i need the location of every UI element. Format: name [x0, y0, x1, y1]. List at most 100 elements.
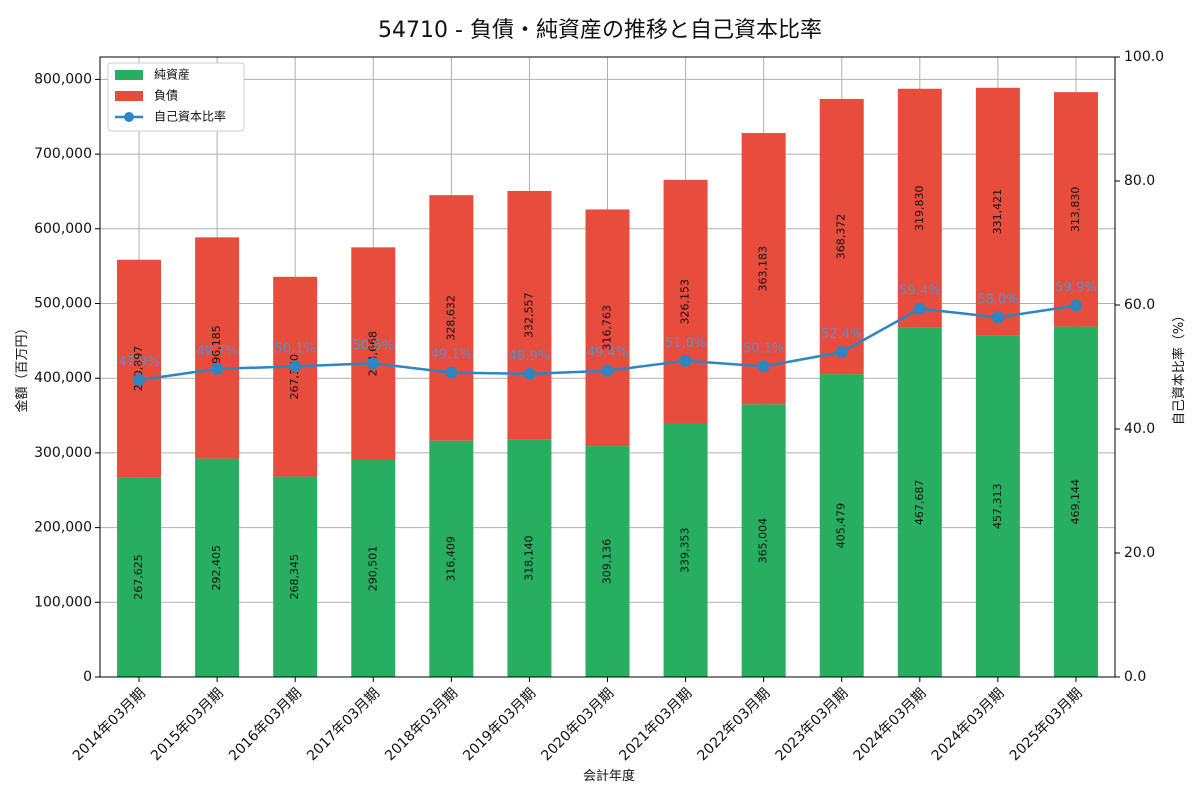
ratio-point: [835, 346, 848, 359]
legend-swatch-equity: [115, 70, 143, 80]
y-tick-label: 600,000: [34, 221, 92, 237]
bar-equity: [897, 327, 942, 677]
bar-liabilities: [663, 179, 708, 424]
bar-liabilities: [507, 190, 552, 440]
y2-tick-label: 60.0: [1124, 297, 1155, 313]
y-tick-label: 200,000: [34, 520, 92, 536]
equity-value-label: 365,004: [757, 518, 770, 564]
ratio-value-label: 47.9%: [118, 355, 159, 370]
equity-value-label: 316,409: [444, 536, 457, 582]
legend-swatch-liabilities: [115, 91, 143, 101]
ratio-point: [757, 360, 770, 373]
ratio-point: [679, 354, 692, 367]
ratio-point: [445, 366, 458, 379]
ratio-value-label: 59.9%: [1055, 281, 1096, 296]
ratio-value-label: 59.4%: [899, 284, 940, 299]
x-tick-label: 2020年03月期: [538, 685, 617, 764]
equity-value-label: 339,353: [679, 528, 692, 574]
legend-label-equity: 純資産: [154, 67, 190, 82]
bar-liabilities: [351, 247, 396, 460]
bar-equity: [195, 458, 240, 677]
bar-equity: [507, 439, 552, 677]
x-tick-label: 2023年03月期: [773, 685, 852, 764]
bar-equity: [975, 335, 1020, 677]
x-tick-label: 2024年03月期: [851, 685, 930, 764]
bar-equity: [273, 476, 318, 677]
y2-tick-label: 40.0: [1124, 421, 1155, 437]
equity-value-label: 405,479: [835, 503, 848, 549]
legend-label-ratio: 自己資本比率: [154, 109, 226, 124]
legend-label-liabilities: 負債: [154, 88, 178, 103]
ratio-point: [523, 367, 536, 380]
liabilities-value-label: 316,763: [601, 305, 614, 351]
ratio-value-label: 49.4%: [587, 346, 628, 361]
ratio-value-label: 50.6%: [353, 338, 394, 353]
bar-liabilities: [195, 237, 240, 459]
y2-tick-label: 0.0: [1124, 669, 1146, 685]
ratio-value-label: 49.1%: [431, 348, 472, 363]
legend-swatch-ratio-marker: [124, 112, 134, 122]
chart-title: 54710 - 負債・純資産の推移と自己資本比率: [378, 18, 822, 43]
equity-value-label: 457,313: [991, 483, 1004, 529]
liabilities-value-label: 313,830: [1069, 187, 1082, 233]
x-tick-label: 2014年03月期: [70, 685, 149, 764]
ratio-value-label: 48.9%: [509, 349, 550, 364]
y2-tick-label: 80.0: [1124, 173, 1155, 189]
ratio-point: [133, 374, 146, 387]
y2-tick-label: 100.0: [1124, 49, 1164, 65]
y-tick-label: 800,000: [34, 71, 92, 87]
equity-value-label: 292,405: [210, 545, 223, 591]
liabilities-value-label: 328,632: [444, 295, 457, 341]
x-tick-label: 2025年03月期: [1007, 685, 1086, 764]
bar-liabilities: [741, 133, 786, 405]
equity-value-label: 318,140: [522, 535, 535, 581]
liabilities-value-label: 326,153: [679, 279, 692, 325]
ratio-value-label: 51.0%: [665, 336, 706, 351]
y2-tick-label: 20.0: [1124, 545, 1155, 561]
x-tick-label: 2017年03月期: [304, 685, 383, 764]
x-tick-label: 2022年03月期: [695, 685, 774, 764]
bar-liabilities: [1053, 92, 1098, 327]
x-tick-label: 2016年03月期: [226, 685, 305, 764]
ratio-point: [913, 302, 926, 315]
bar-liabilities: [117, 259, 162, 478]
bar-liabilities: [975, 87, 1020, 336]
bar-liabilities: [273, 276, 318, 477]
bar-equity: [819, 374, 864, 677]
y-axis-label: 金額（百万円）: [14, 321, 30, 412]
bar-liabilities: [585, 209, 630, 447]
bar-equity: [1053, 326, 1098, 677]
ratio-value-label: 49.7%: [196, 344, 237, 359]
equity-value-label: 267,625: [132, 554, 145, 600]
liabilities-value-label: 296,185: [210, 325, 223, 371]
bar-equity: [585, 446, 630, 677]
bar-liabilities: [819, 98, 864, 375]
ratio-value-label: 50.1%: [743, 341, 784, 356]
ratio-point: [211, 362, 224, 375]
y-tick-label: 500,000: [34, 296, 92, 312]
ratio-value-label: 50.1%: [275, 341, 316, 356]
liabilities-value-label: 368,372: [835, 214, 848, 260]
liabilities-value-label: 332,557: [522, 292, 535, 338]
x-tick-label: 2019年03月期: [460, 685, 539, 764]
equity-value-label: 268,345: [288, 554, 301, 600]
bar-equity: [117, 477, 162, 677]
y-tick-label: 700,000: [34, 146, 92, 162]
x-tick-label: 2021年03月期: [616, 685, 695, 764]
y-tick-label: 400,000: [34, 370, 92, 386]
ratio-point: [289, 360, 302, 373]
equity-value-label: 290,501: [366, 546, 379, 592]
equity-value-label: 467,687: [913, 480, 926, 526]
bar-liabilities: [429, 195, 474, 441]
bar-equity: [663, 423, 708, 677]
ratio-point: [1069, 299, 1082, 312]
bar-equity: [429, 440, 474, 677]
equity-value-label: 309,136: [601, 539, 614, 585]
ratio-value-label: 52.4%: [821, 327, 862, 342]
equity-value-label: 469,144: [1069, 479, 1082, 525]
y-tick-label: 100,000: [34, 594, 92, 610]
bar-equity: [351, 459, 396, 677]
bar-equity: [741, 404, 786, 677]
